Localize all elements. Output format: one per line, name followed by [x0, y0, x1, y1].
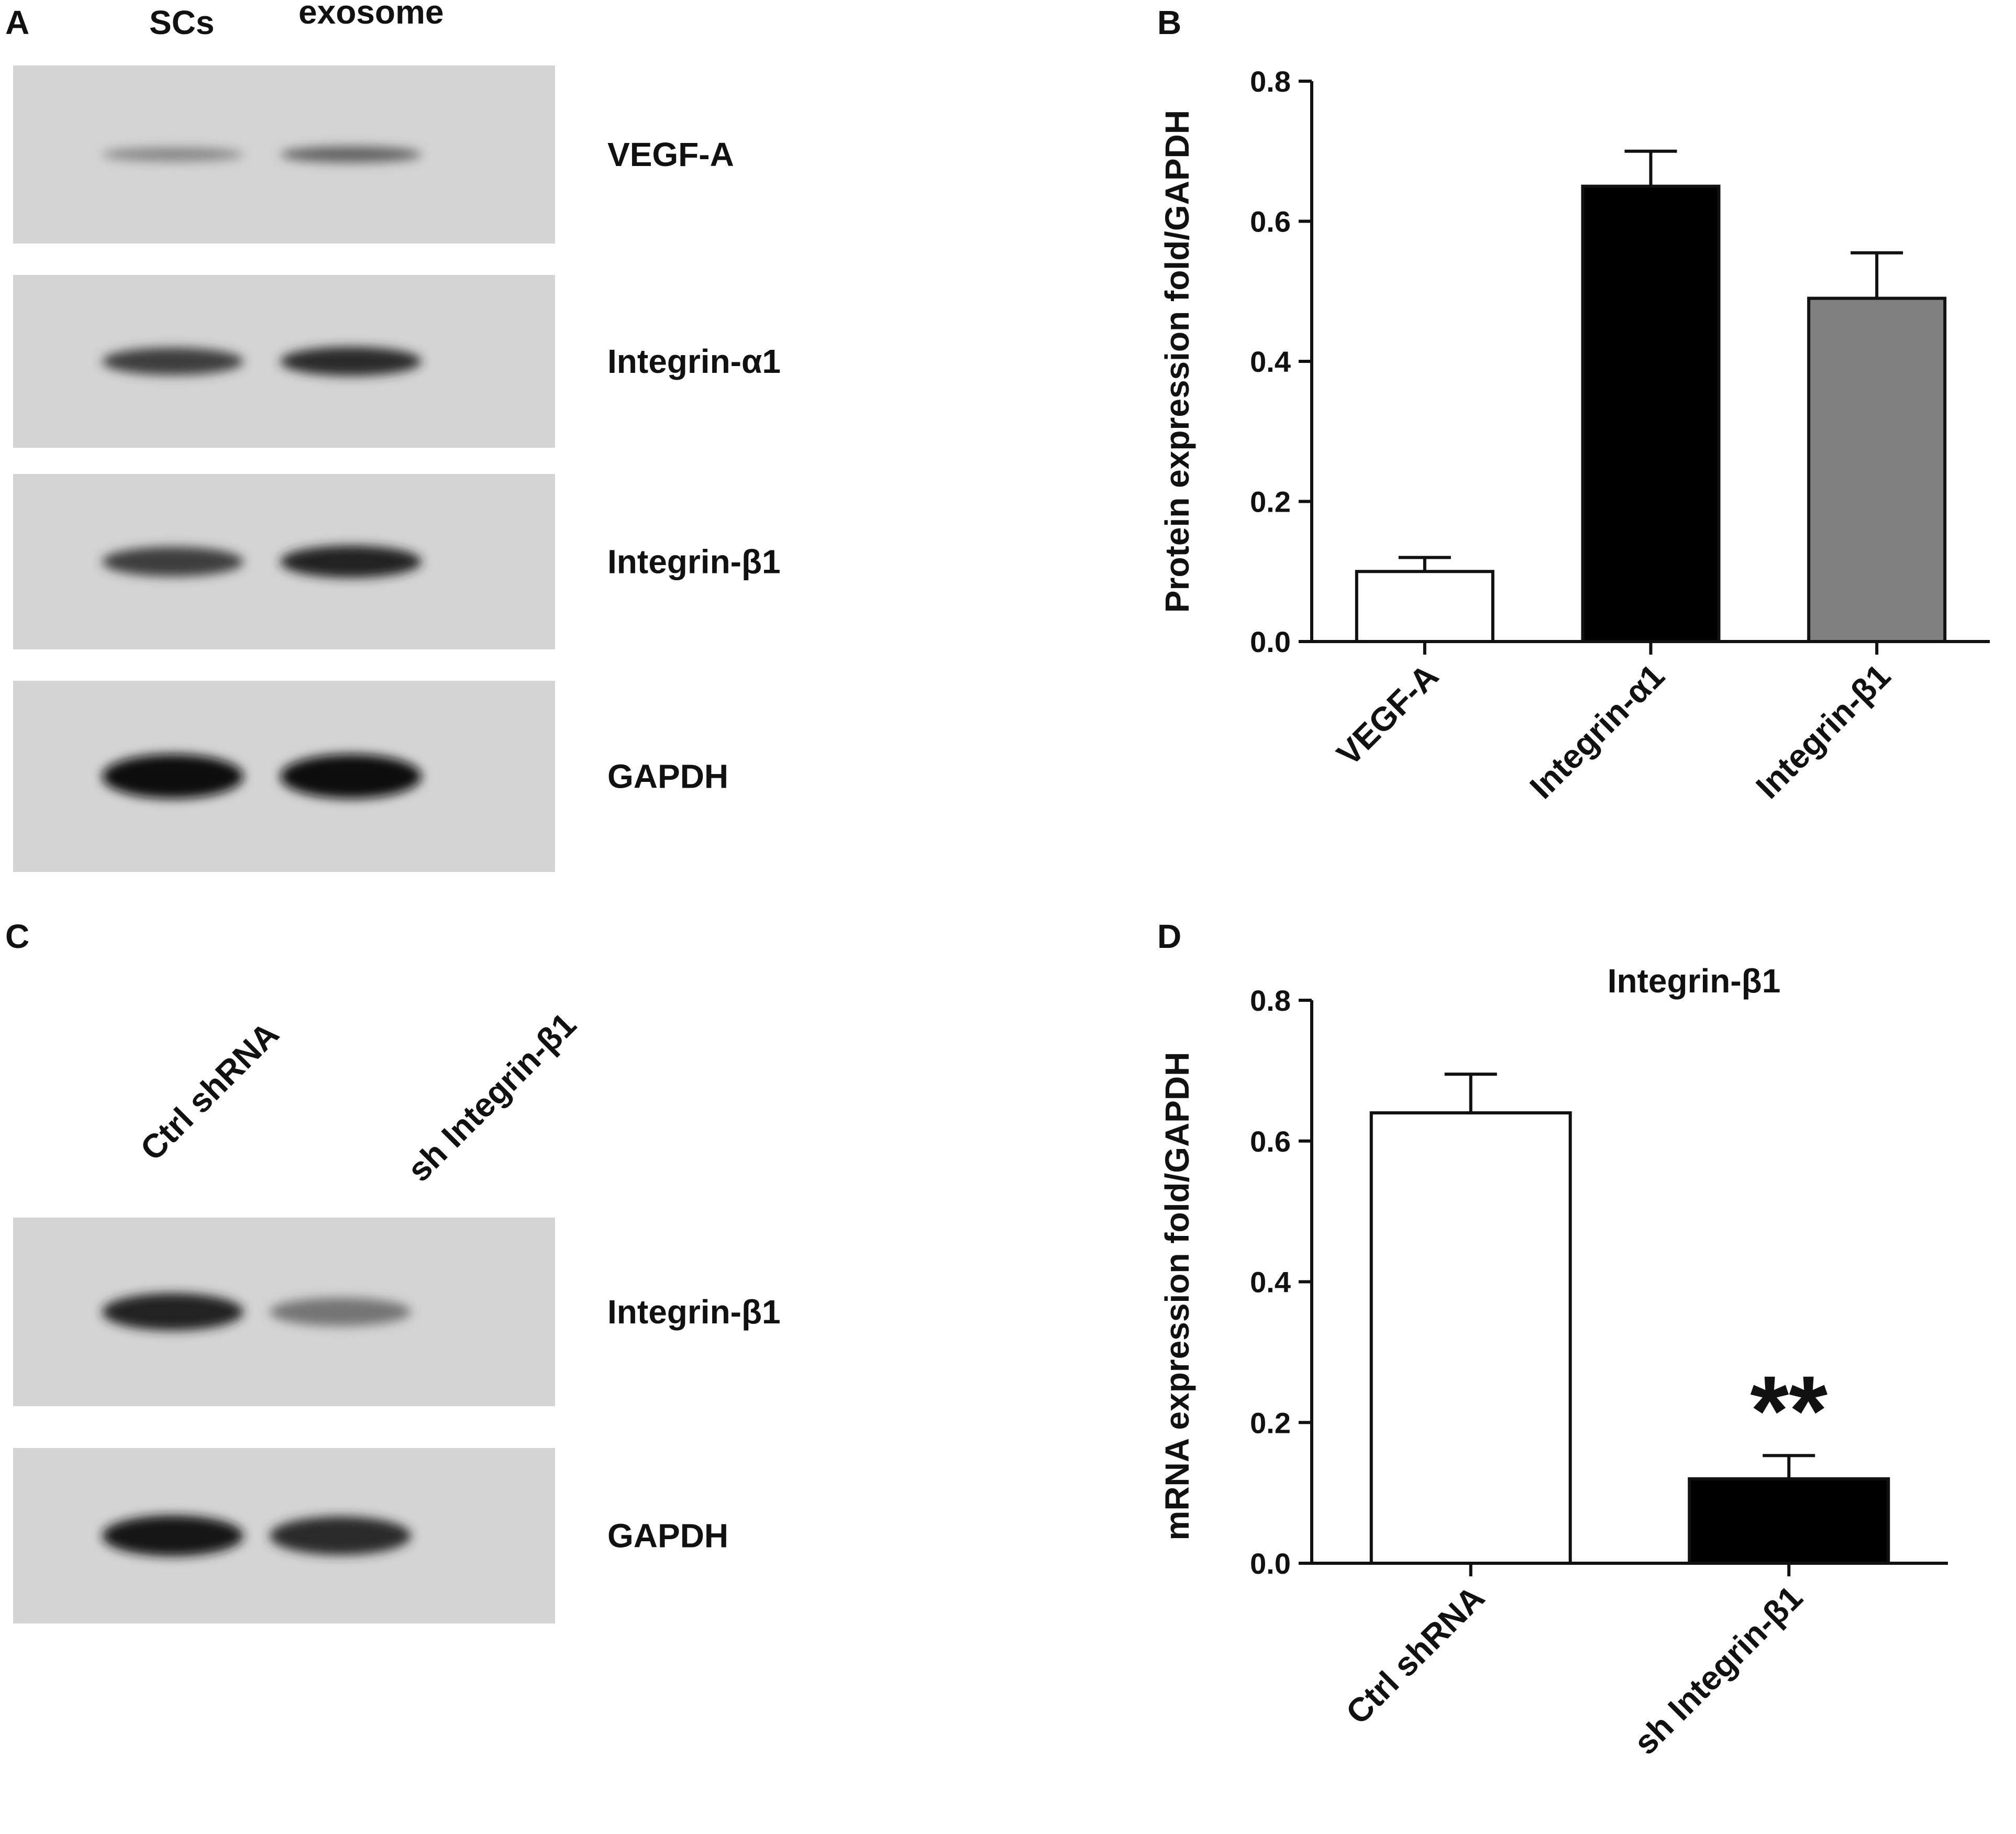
lane-label-exosome: exosome	[298, 0, 444, 31]
blot-row-label: GAPDH	[607, 758, 728, 796]
significance-marker: **	[1750, 1355, 1827, 1466]
protein-band	[102, 347, 243, 375]
y-tick-label: 0.0	[1250, 1547, 1291, 1580]
y-tick-label: 0.8	[1250, 65, 1291, 98]
western-blot-panel-c: Ctrl shRNA sh Integrin-β1 Integrin-β1 GAP…	[13, 1006, 781, 1623]
x-tick-label: Integrin-α1	[1523, 657, 1672, 806]
bar	[1688, 1477, 1890, 1565]
chart-d-title: Integrin-β1	[1608, 962, 1781, 1000]
chart-d-ylabel: mRNA expression fold/GAPDH	[1158, 1052, 1196, 1541]
y-tick-label: 0.2	[1250, 485, 1291, 518]
lane-label-sh-integrin-b1: sh Integrin-β1	[400, 1006, 583, 1189]
panel-letter-d: D	[1157, 918, 1181, 955]
panel-letter-a: A	[5, 4, 29, 41]
blot-row-label: Integrin-α1	[607, 343, 781, 380]
protein-band	[102, 1293, 243, 1331]
bar	[1355, 570, 1494, 643]
bar-chart-protein-expression: Protein expression fold/GAPDH 0.0 0.2 0.4 0…	[1158, 65, 1990, 806]
y-tick-label: 0.4	[1250, 345, 1291, 378]
y-tick-label: 0.2	[1250, 1406, 1291, 1439]
panel-letter-c: C	[5, 918, 29, 955]
protein-band	[280, 754, 422, 799]
x-tick-label: Ctrl shRNA	[1338, 1578, 1491, 1731]
lane-label-scs: SCs	[149, 4, 215, 41]
protein-band	[102, 147, 243, 162]
protein-band	[280, 146, 422, 163]
western-blot-panel-a: SCs exosome VEGF-A Integrin-α1 Integrin-β1…	[13, 0, 781, 872]
y-tick-label: 0.8	[1250, 984, 1291, 1017]
blot-row-label: Integrin-β1	[607, 1293, 781, 1331]
y-tick-label: 0.0	[1250, 625, 1291, 658]
protein-band	[280, 545, 422, 578]
bar-chart-mrna-expression: Integrin-β1 mRNA expression fold/GAPDH 0…	[1158, 962, 1948, 1762]
protein-band	[270, 1516, 411, 1555]
x-tick-label: VEGF-A	[1330, 657, 1446, 773]
protein-band	[270, 1297, 411, 1327]
chart-b-ylabel: Protein expression fold/GAPDH	[1158, 110, 1196, 613]
lane-label-ctrl-shrna: Ctrl shRNA	[133, 1015, 286, 1168]
blot-row-label: Integrin-β1	[607, 543, 781, 581]
y-tick-label: 0.4	[1250, 1266, 1291, 1299]
blot-row-label: VEGF-A	[607, 136, 734, 173]
x-tick-label: Integrin-β1	[1748, 657, 1898, 806]
panel-letter-b: B	[1157, 4, 1181, 41]
y-tick-label: 0.6	[1250, 1125, 1291, 1158]
x-tick-label: sh Integrin-β1	[1626, 1578, 1810, 1762]
y-tick-label: 0.6	[1250, 205, 1291, 238]
protein-band	[102, 754, 243, 799]
bar	[1807, 296, 1947, 643]
bar	[1369, 1111, 1572, 1565]
bar	[1581, 184, 1721, 643]
protein-band	[280, 347, 422, 376]
protein-band	[102, 1515, 243, 1556]
protein-band	[102, 547, 243, 577]
blot-row-label: GAPDH	[607, 1517, 728, 1555]
